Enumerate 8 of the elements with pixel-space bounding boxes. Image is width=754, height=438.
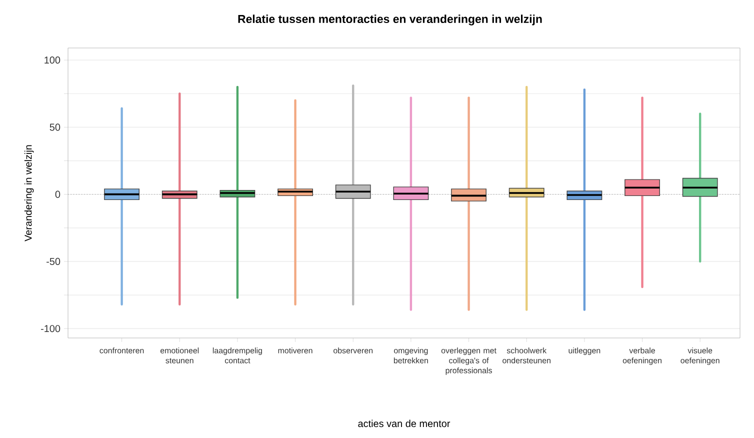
- y-axis-title: Verandering in welzijn: [24, 145, 34, 242]
- y-tick-label: 50: [50, 124, 60, 131]
- y-tick-label: 0: [55, 190, 60, 198]
- chart-title: Relatie tussen mentoracties en veranderingen in welzijn: [238, 14, 542, 26]
- y-tick-label: -100: [40, 325, 60, 332]
- y-tick-label: 100: [44, 56, 60, 64]
- y-tick-label: -50: [46, 258, 60, 265]
- x-axis-title: acties van de mentor: [358, 420, 450, 428]
